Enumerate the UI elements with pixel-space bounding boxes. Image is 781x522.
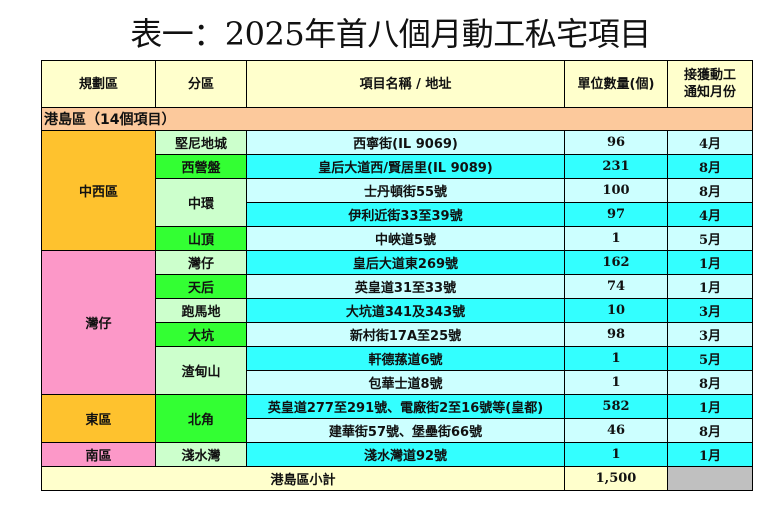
units-cell: 231 xyxy=(564,154,668,179)
subdistrict-cell: 西營盤 xyxy=(155,154,247,179)
table-row: 東區 北角 英皇道277至291號、電廠街2至16號等(皇都) 582 1月 xyxy=(41,394,753,443)
subdistrict-cell: 淺水灣 xyxy=(155,442,247,467)
district-cell: 中西區 xyxy=(41,130,156,251)
table-row: 灣仔 灣仔 皇后大道東269號 162 1月 xyxy=(41,250,753,395)
units-cell: 10 xyxy=(564,298,668,323)
subdistrict-cell: 跑馬地 xyxy=(155,298,247,323)
project-cell: 建華街57號、堡壘街66號 xyxy=(246,418,565,443)
project-cell: 皇后大道東269號 xyxy=(246,250,565,275)
month-cell: 1月 xyxy=(667,274,753,299)
subdistrict-cell: 北角 xyxy=(155,394,247,443)
table-row: 跑馬地 大坑道341及343號 10 3月 xyxy=(42,298,753,323)
month-cell: 1月 xyxy=(667,394,753,419)
table-row: 南區 淺水灣 淺水灣道92號 1 1月 xyxy=(41,442,753,467)
month-cell: 8月 xyxy=(667,418,753,443)
table-row: 天后 英皇道31至33號 74 1月 xyxy=(42,274,753,299)
subdistrict-cell: 渣甸山 xyxy=(155,346,247,395)
project-cell: 中峽道5號 xyxy=(246,226,565,251)
units-cell: 1 xyxy=(564,226,668,251)
header-month-line1: 接獲動工 xyxy=(683,68,736,83)
month-cell: 3月 xyxy=(667,322,753,347)
header-subdistrict: 分區 xyxy=(155,60,247,108)
district-cell: 東區 xyxy=(41,394,156,443)
units-cell: 100 xyxy=(564,178,668,203)
header-district: 規劃區 xyxy=(41,60,156,108)
header-units: 單位數量(個) xyxy=(564,60,668,108)
table-row: 包華士道8號 1 8月 xyxy=(42,370,753,395)
project-cell: 英皇道277至291號、電廠街2至16號等(皇都) xyxy=(246,394,565,419)
project-cell: 伊利近街33至39號 xyxy=(246,202,565,227)
subtotal-row: 港島區小計 1,500 xyxy=(41,466,753,491)
table-row: 大坑 新村街17A至25號 98 3月 xyxy=(42,322,753,347)
month-cell: 4月 xyxy=(667,130,753,155)
units-cell: 582 xyxy=(564,394,668,419)
month-cell: 1月 xyxy=(667,250,753,275)
table-row: 伊利近街33至39號 97 4月 xyxy=(42,202,753,227)
table-row: 西營盤 皇后大道西/賢居里(IL 9089) 231 8月 xyxy=(42,154,753,179)
project-cell: 皇后大道西/賢居里(IL 9089) xyxy=(246,154,565,179)
project-cell: 淺水灣道92號 xyxy=(246,442,565,467)
project-cell: 士丹頓街55號 xyxy=(246,178,565,203)
header-month-line2: 通知月份 xyxy=(683,85,736,100)
table-row: 中西區 堅尼地城 西寧街(IL 9069) 96 4月 xyxy=(41,130,753,251)
district-cell: 灣仔 xyxy=(41,250,156,395)
subtotal-label: 港島區小計 xyxy=(41,466,565,491)
units-cell: 46 xyxy=(564,418,668,443)
units-cell: 74 xyxy=(564,274,668,299)
subdistrict-cell: 大坑 xyxy=(155,322,247,347)
month-cell: 8月 xyxy=(667,370,753,395)
month-cell: 5月 xyxy=(667,346,753,371)
units-cell: 1 xyxy=(564,442,668,467)
table-row: 渣甸山 軒德蓀道6號 1 5月 xyxy=(42,346,753,395)
units-cell: 98 xyxy=(564,322,668,347)
project-cell: 大坑道341及343號 xyxy=(246,298,565,323)
project-cell: 新村街17A至25號 xyxy=(246,322,565,347)
header-row: 規劃區 分區 項目名稱 / 地址 單位數量(個) 接獲動工 通知月份 xyxy=(41,60,753,108)
units-cell: 96 xyxy=(564,130,668,155)
units-cell: 97 xyxy=(564,202,668,227)
table-row: 中環 士丹頓街55號 100 8月 xyxy=(42,178,753,227)
month-cell: 3月 xyxy=(667,298,753,323)
month-cell: 8月 xyxy=(667,178,753,203)
header-month: 接獲動工 通知月份 xyxy=(667,60,753,108)
subdistrict-cell: 山頂 xyxy=(155,226,247,251)
month-cell: 4月 xyxy=(667,202,753,227)
project-cell: 軒德蓀道6號 xyxy=(246,346,565,371)
subdistrict-cell: 堅尼地城 xyxy=(155,130,247,155)
district-cell: 南區 xyxy=(41,442,156,467)
subtotal-month-blank xyxy=(667,466,753,491)
month-cell: 1月 xyxy=(667,442,753,467)
project-cell: 西寧街(IL 9069) xyxy=(246,130,565,155)
month-cell: 8月 xyxy=(667,154,753,179)
header-project: 項目名稱 / 地址 xyxy=(246,60,565,108)
units-cell: 1 xyxy=(564,346,668,371)
units-cell: 162 xyxy=(564,250,668,275)
units-cell: 1 xyxy=(564,370,668,395)
table-title: 表一：2025年首八個月動工私宅項目 xyxy=(130,15,651,53)
subdistrict-cell: 灣仔 xyxy=(155,250,247,275)
month-cell: 5月 xyxy=(667,226,753,251)
table-row: 山頂 中峽道5號 1 5月 xyxy=(42,226,753,251)
section-row: 港島區（14個項目） xyxy=(41,107,753,131)
project-cell: 包華士道8號 xyxy=(246,370,565,395)
subdistrict-cell: 天后 xyxy=(155,274,247,299)
table-row: 建華街57號、堡壘街66號 46 8月 xyxy=(42,418,753,443)
subdistrict-cell: 中環 xyxy=(155,178,247,227)
private-housing-table: 規劃區 分區 項目名稱 / 地址 單位數量(個) 接獲動工 通知月份 港島區（1… xyxy=(41,60,753,491)
subtotal-units: 1,500 xyxy=(564,466,668,491)
section-label: 港島區（14個項目） xyxy=(41,107,753,131)
project-cell: 英皇道31至33號 xyxy=(246,274,565,299)
